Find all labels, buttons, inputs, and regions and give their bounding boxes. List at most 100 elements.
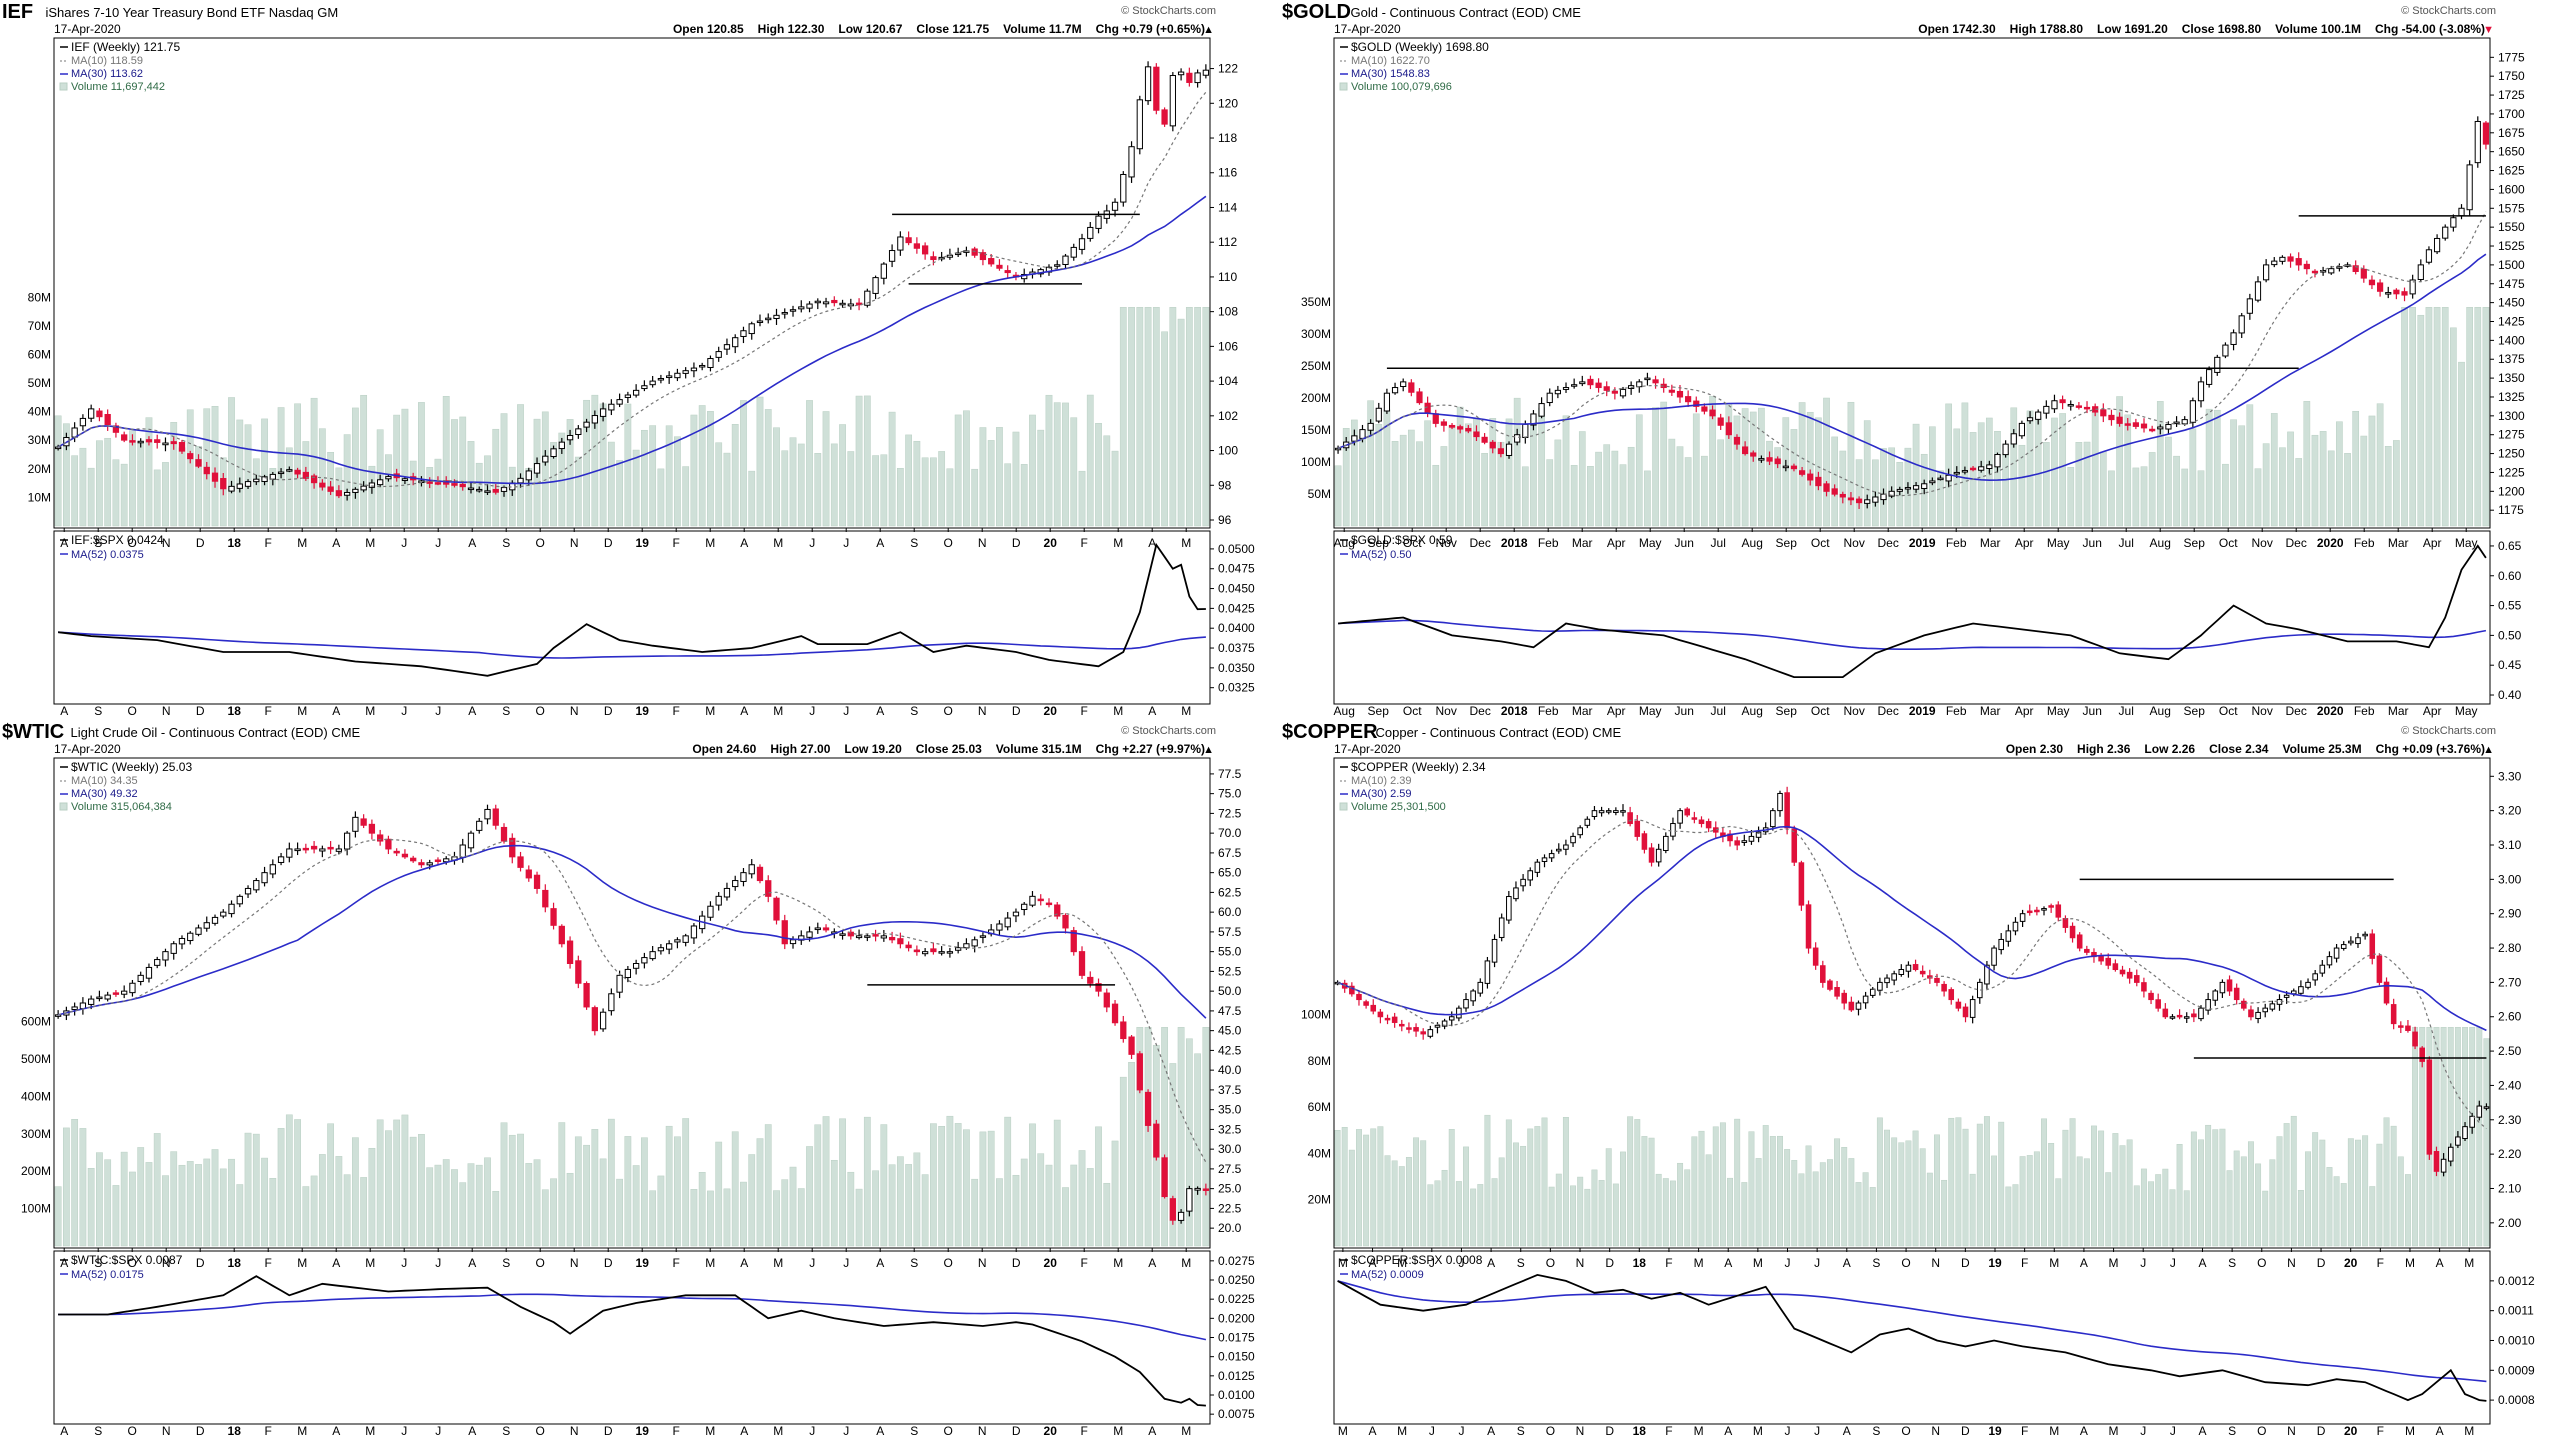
x-axis-label: D (196, 1256, 205, 1270)
volume-bar (1684, 1169, 1691, 1247)
candle-body (178, 441, 186, 452)
candle-body (946, 951, 954, 954)
volume-bar (1169, 1063, 1177, 1247)
price-tick-label: 1275 (2498, 428, 2525, 442)
candle-body (525, 869, 532, 879)
ratio-tick-label: 0.0010 (2498, 1333, 2535, 1347)
candle-body (484, 490, 491, 493)
candle-body (2385, 292, 2392, 295)
candle-body (1820, 965, 1826, 983)
volume-bar (459, 416, 467, 527)
candle-body (244, 887, 252, 895)
volume-bar (2476, 1027, 2483, 1247)
legend-ma30-label: MA(30) 2.59 (1351, 788, 1412, 800)
legend-volume-swatch (1339, 82, 1348, 91)
volume-bar (2262, 1190, 2269, 1247)
x-axis-label: Nov (2252, 536, 2273, 550)
volume-bar (2133, 1185, 2140, 1247)
candle-body (2362, 933, 2368, 937)
x-axis-label-ratio: D (196, 1424, 205, 1438)
candle-body (558, 925, 565, 945)
volume-bar (1869, 1187, 1876, 1247)
candle-body (732, 337, 739, 348)
ratio-tick-label: 0.0125 (1218, 1369, 1255, 1383)
x-axis-label-ratio: A (876, 1424, 884, 1438)
candle-body (2376, 282, 2384, 292)
x-axis-label-ratio: A (2198, 1424, 2206, 1438)
volume-bar (624, 403, 632, 527)
candle-body (2405, 1025, 2411, 1031)
candle-body (203, 466, 210, 475)
volume-bar (1880, 448, 1887, 527)
x-axis-label: M (297, 536, 307, 550)
volume-bar (252, 458, 260, 527)
volume-tick-label: 200M (1301, 391, 1331, 405)
candle-body (1463, 999, 1469, 1009)
volume-bar (2165, 436, 2172, 527)
x-axis-label: J (843, 1256, 849, 1270)
volume-bar (178, 1164, 186, 1247)
volume-bar (715, 1141, 723, 1247)
volume-bar (1004, 1116, 1012, 1247)
x-axis-label: Mar (1572, 536, 1593, 550)
candle-body (748, 864, 755, 875)
ratio-ma52-line (1337, 1280, 2487, 1383)
candle-body (814, 927, 821, 931)
x-axis-label-ratio: D (1605, 1424, 1614, 1438)
volume-bar (2119, 1145, 2126, 1247)
volume-bar (269, 1178, 277, 1247)
x-axis-label-ratio: A (2080, 1424, 2088, 1438)
volume-bar (451, 419, 458, 527)
candle-body (1202, 69, 1210, 76)
x-axis-label: Sep (1368, 536, 1390, 550)
volume-bar (715, 442, 723, 527)
volume-bar (170, 1151, 178, 1247)
volume-bar (1455, 1181, 1462, 1247)
candle-body (1111, 201, 1119, 211)
volume-bar (963, 1129, 970, 1247)
volume-bar (2376, 403, 2384, 527)
volume-bar (599, 403, 607, 527)
candle-body (2412, 1031, 2418, 1047)
candle-body (104, 994, 111, 1000)
volume-bar (1655, 1173, 1662, 1247)
candle-body (921, 951, 929, 955)
volume-bar (2222, 463, 2229, 527)
candle-body (253, 478, 260, 483)
candle-body (467, 487, 475, 491)
volume-tick-label: 500M (21, 1052, 51, 1066)
price-tick-label: 47.5 (1218, 1004, 1242, 1018)
volume-tick-label: 50M (1308, 487, 1331, 501)
volume-bar (1998, 1121, 2005, 1247)
x-axis-label-ratio: D (1961, 1424, 1970, 1438)
x-axis-label: A (2198, 1256, 2206, 1270)
price-tick-label: 72.5 (1218, 806, 1242, 820)
quote-item: High 2.36 (2077, 742, 2131, 756)
volume-bar (343, 1174, 351, 1247)
candle-body (2191, 1013, 2197, 1018)
volume-bar (1434, 1180, 1441, 1247)
volume-bar (698, 1172, 706, 1247)
x-axis-label: N (2287, 1256, 2296, 1270)
volume-bar (1534, 1126, 1541, 1247)
volume-bar (863, 1116, 871, 1247)
volume-bar (475, 462, 483, 527)
price-tick-label: 60.0 (1218, 905, 1242, 919)
volume-bar (1955, 1117, 1962, 1247)
volume-bar (1161, 1027, 1168, 1247)
x-axis-label-ratio: N (162, 704, 171, 718)
volume-bar (2062, 1129, 2069, 1247)
legend-ratio-ma-label: MA(52) 0.0175 (71, 1269, 144, 1281)
candle-body (2262, 1007, 2269, 1013)
volume-bar (409, 1136, 417, 1247)
volume-bar (1705, 1154, 1712, 1247)
volume-bar (418, 1134, 425, 1247)
candle-body (781, 920, 788, 945)
candle-body (1489, 441, 1496, 449)
volume-bar (2173, 455, 2180, 527)
candle-body (2133, 975, 2140, 983)
volume-bar (1591, 1169, 1598, 1247)
candle-body (1841, 992, 1847, 1004)
ratio-tick-label: 0.0275 (1218, 1254, 1255, 1268)
volume-bar (2441, 307, 2449, 527)
